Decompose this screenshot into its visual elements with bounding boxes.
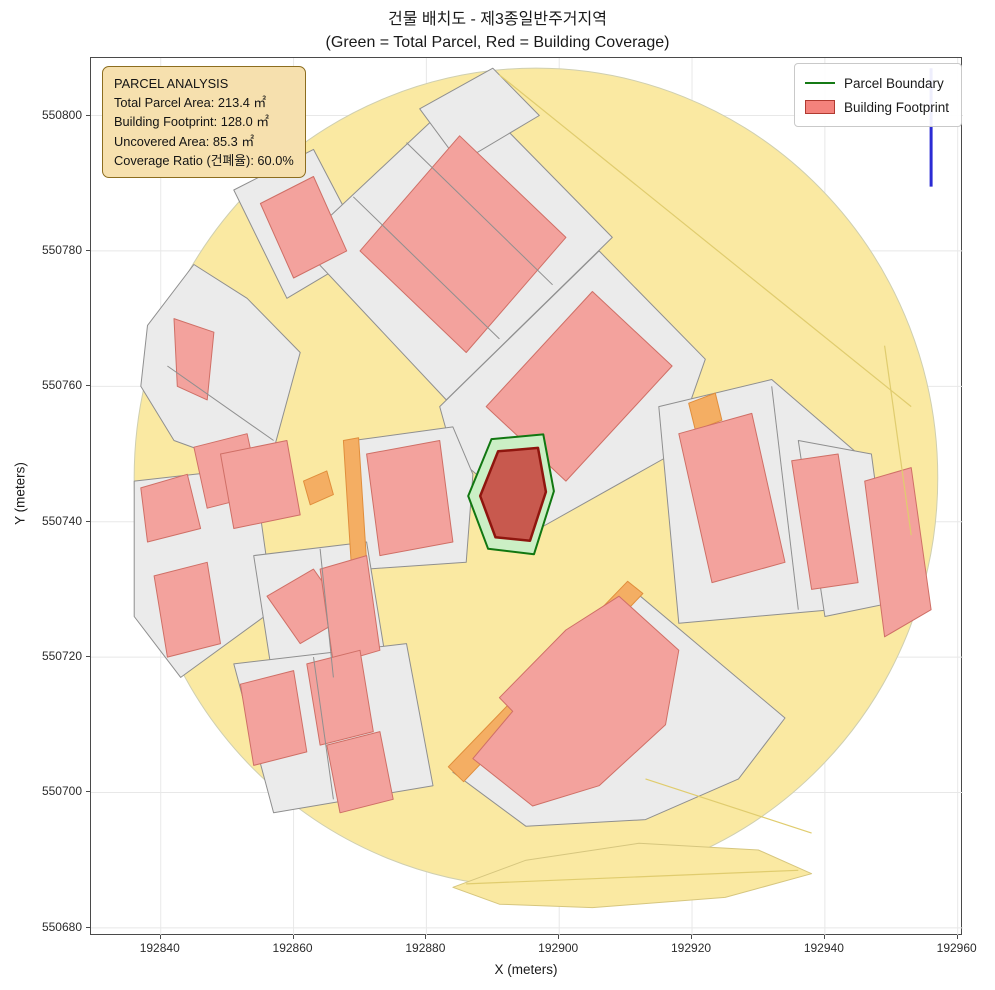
info-line-coverage: Coverage Ratio (건폐율): 60.0% (114, 152, 294, 168)
road-edge-line-topright (499, 74, 912, 408)
x-tick-mark (558, 935, 560, 939)
parcel-line-topcenter-b (406, 142, 553, 286)
parcel-line-topleft (167, 365, 274, 441)
y-tick-mark (86, 656, 90, 658)
parcel-block-top-edge (419, 67, 540, 164)
building-topleft-c (220, 440, 301, 529)
y-tick-label: 550700 (41, 784, 82, 799)
legend-item-parcel-boundary: Parcel Boundary (804, 71, 949, 95)
plot-area (90, 57, 963, 936)
road-line-bottom-sliver (466, 869, 799, 885)
y-tick-mark (86, 926, 90, 928)
x-tick-label: 192900 (538, 941, 579, 955)
building-big-bottomright (472, 595, 680, 807)
map-svg (91, 58, 963, 936)
building-right-a (678, 412, 786, 584)
legend-label: Building Footprint (843, 99, 949, 115)
y-tick-label: 550800 (41, 107, 82, 122)
y-tick-mark (86, 791, 90, 793)
x-tick-mark (159, 935, 161, 939)
building-topleft-upper (259, 176, 348, 279)
red-patch-swatch (804, 100, 835, 114)
x-tick-label: 192920 (671, 941, 712, 955)
x-axis-label: X (meters) (494, 962, 558, 977)
x-tick-mark (823, 935, 825, 939)
highlight-building-footprint (478, 446, 548, 542)
y-tick-mark (86, 385, 90, 387)
building-left-b (153, 561, 221, 658)
parcel-line-topcenter-a (352, 196, 500, 340)
building-big-top (359, 135, 567, 353)
x-tick-mark (425, 935, 427, 939)
legend-item-building-footprint: Building Footprint (804, 95, 949, 119)
road-edge-line-bottomright (645, 778, 812, 834)
y-tick-label: 550720 (41, 649, 82, 664)
legend-label: Parcel Boundary (843, 75, 944, 91)
building-right-b (791, 453, 859, 590)
y-tick-label: 550740 (41, 513, 82, 528)
x-tick-label: 192960 (936, 941, 977, 955)
parcel-analysis-box: PARCEL ANALYSIS Total Parcel Area: 213.4… (102, 66, 306, 178)
building-bottomleft-c (326, 731, 394, 814)
building-farright (864, 467, 932, 638)
road-edge-orange-midleft (303, 470, 334, 506)
building-topleft-a (173, 318, 215, 401)
y-tick-mark (86, 114, 90, 116)
x-tick-label: 192880 (405, 941, 446, 955)
x-tick-label: 192940 (803, 941, 844, 955)
y-axis-label: Y (meters) (12, 462, 28, 525)
parcel-line-midleft (319, 548, 334, 678)
x-tick-label: 192840 (139, 941, 180, 955)
road-edge-line-right (884, 345, 912, 536)
y-tick-label: 550680 (41, 919, 82, 934)
road-edge-orange-right (688, 392, 723, 431)
building-centerleft (366, 440, 454, 557)
road-strip-bottom (452, 842, 813, 909)
x-tick-mark (691, 935, 693, 939)
info-line-total-area: Total Parcel Area: 213.4 ㎡ (114, 95, 267, 111)
building-bottomleft-a (239, 670, 308, 766)
green-line-swatch (804, 82, 835, 84)
y-tick-mark (86, 520, 90, 522)
x-tick-mark (292, 935, 294, 939)
info-line-footprint: Building Footprint: 128.0 ㎡ (114, 114, 270, 130)
y-tick-label: 550760 (41, 378, 82, 393)
building-bottomleft-b (306, 649, 374, 746)
y-tick-label: 550780 (41, 242, 82, 257)
y-tick-mark (86, 249, 90, 251)
info-line-uncovered: Uncovered Area: 85.3 ㎡ (114, 133, 255, 149)
figure-title: 건물 배치도 - 제3종일반주거지역 (388, 11, 607, 28)
legend: Parcel Boundary Building Footprint (793, 63, 962, 127)
building-left-a (140, 473, 202, 543)
x-tick-label: 192860 (272, 941, 313, 955)
info-line-title: PARCEL ANALYSIS (114, 76, 229, 91)
parcel-block-topleft (140, 264, 301, 475)
parcel-line-right (771, 386, 799, 610)
x-tick-mark (956, 935, 958, 939)
parcel-line-bottomleft (313, 657, 334, 800)
figure-subtitle: (Green = Total Parcel, Red = Building Co… (325, 34, 670, 52)
title-block: 건물 배치도 - 제3종일반주거지역 (Green = Total Parcel… (0, 8, 995, 54)
